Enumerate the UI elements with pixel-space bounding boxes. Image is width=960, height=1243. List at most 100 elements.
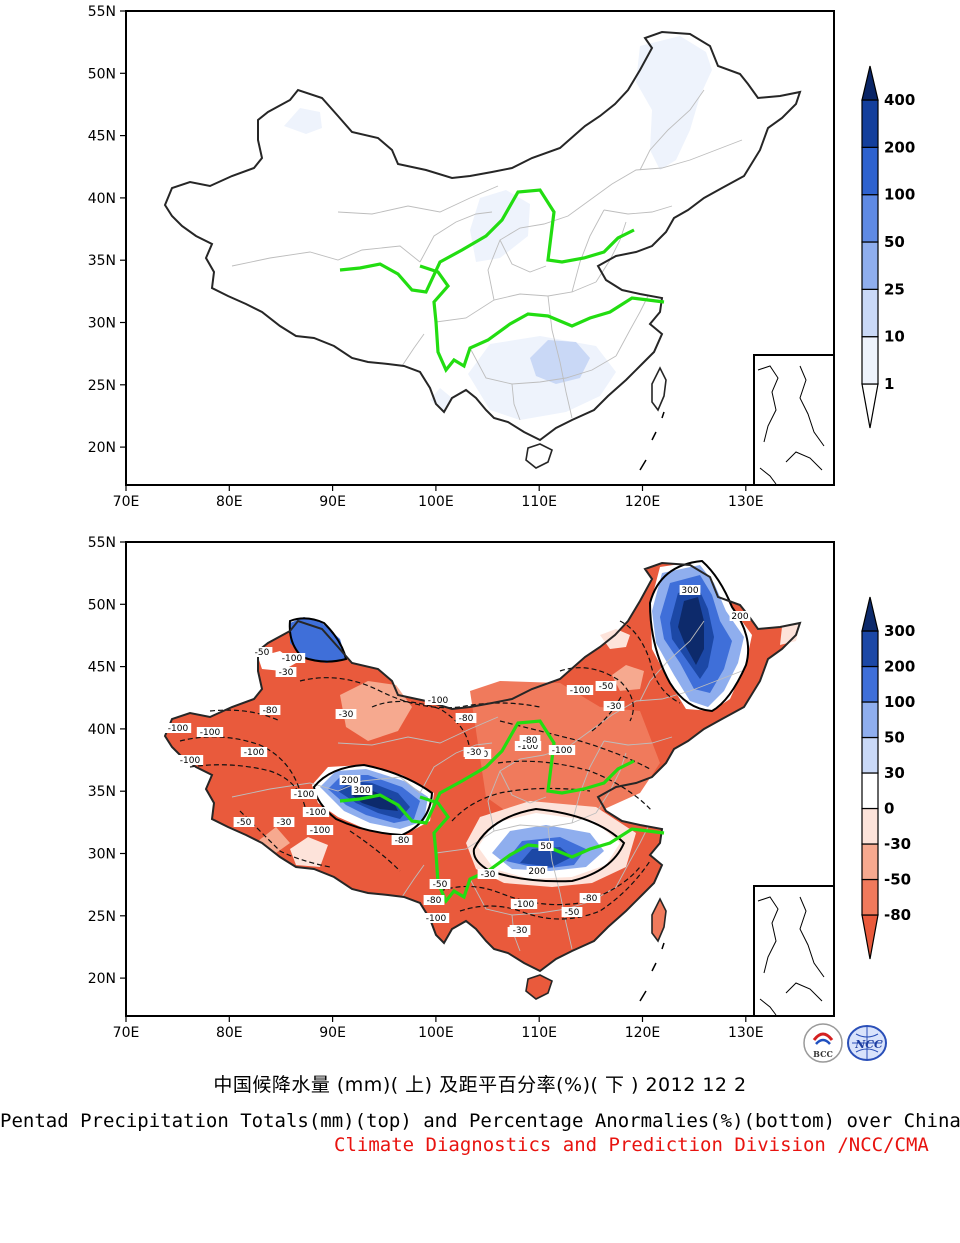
- bottom-lat-label: 45N: [88, 660, 116, 676]
- bottom-lon-label: 130E: [728, 1025, 764, 1041]
- svg-text:-100: -100: [552, 746, 573, 756]
- bcc-logo: BCC: [803, 1023, 843, 1063]
- svg-text:-80: -80: [523, 736, 538, 746]
- bottom-colorbar-box: [861, 878, 879, 916]
- svg-text:-30: -30: [279, 668, 294, 678]
- contour-label: -100: [176, 755, 204, 766]
- svg-text:-30: -30: [467, 748, 482, 758]
- svg-text:-30: -30: [277, 818, 292, 828]
- top-map-land: [164, 31, 835, 486]
- contour-label: 200: [729, 611, 751, 622]
- bottom-map: -100 -100-100-100-100-50 -30-80-100-50-30-…: [88, 535, 916, 1041]
- top-lat-label: 40N: [88, 191, 116, 207]
- bottom-colorbar-box: [861, 843, 879, 881]
- top-lat-label: 45N: [88, 129, 116, 145]
- svg-text:-100: -100: [426, 914, 447, 924]
- svg-text:-30: -30: [513, 926, 528, 936]
- contour-label: -100: [510, 899, 538, 910]
- contour-label: 300: [679, 585, 701, 596]
- svg-text:-100: -100: [306, 808, 327, 818]
- bottom-lon-label: 120E: [625, 1025, 661, 1041]
- top-colorbar-box: [861, 194, 879, 243]
- bottom-colorbar-high-triangle: [861, 596, 879, 632]
- bottom-lon-axis: 70E 80E 90E 100E 110E 120E 130E: [113, 1016, 764, 1041]
- bottom-colorbar-box: [861, 736, 879, 774]
- bottom-map-land: -100 -100-100-100-100-50 -30-80-100-50-30-…: [164, 559, 835, 1017]
- contour-label: -100: [306, 825, 334, 836]
- top-lon-label: 90E: [319, 494, 346, 510]
- contour-label: -100: [196, 727, 224, 738]
- svg-text:-100: -100: [200, 728, 221, 738]
- svg-text:-50: -50: [565, 908, 580, 918]
- svg-text:50: 50: [540, 842, 552, 852]
- svg-text:-100: -100: [428, 696, 449, 706]
- contour-label: -80: [519, 735, 541, 746]
- top-map-frame: [125, 10, 835, 486]
- contour-label: -100: [302, 807, 330, 818]
- top-lon-label: 130E: [728, 494, 764, 510]
- caption-chinese: 中国候降水量 (mm)( 上) 及距平百分率(%)( 下 ) 2012 12 2: [213, 1074, 747, 1096]
- contour-label: -80: [391, 835, 413, 846]
- svg-text:-50: -50: [255, 648, 270, 658]
- top-lon-label: 120E: [625, 494, 661, 510]
- top-lon-label: 70E: [113, 494, 140, 510]
- bottom-colorbar-box: [861, 665, 879, 703]
- top-lon-label: 100E: [418, 494, 454, 510]
- svg-text:-100: -100: [518, 742, 539, 752]
- top-lon-label: 110E: [521, 494, 557, 510]
- top-colorbar-box: [861, 99, 879, 148]
- top-precip-shading-northeast: [636, 36, 712, 170]
- bottom-colorbar-low-triangle: [861, 914, 879, 960]
- svg-text:-80: -80: [583, 894, 598, 904]
- contour-label: -30: [509, 925, 531, 936]
- contour-label: -100: [548, 745, 576, 756]
- bottom-map-frame: [125, 541, 835, 1017]
- top-colorbar-box: [861, 146, 879, 196]
- svg-text:-100: -100: [244, 748, 265, 758]
- top-colorbar-high-triangle: [861, 65, 879, 101]
- bottom-south-china-sea-inset: [753, 885, 835, 1017]
- bottom-colorbar-label: 300: [884, 622, 915, 640]
- top-colorbar-box: [861, 241, 879, 290]
- top-lat-label: 30N: [88, 316, 116, 332]
- top-lat-axis: 55N 50N 45N 40N 35N 30N 25N 20N: [88, 4, 126, 456]
- top-colorbar-low-triangle: [861, 383, 879, 429]
- top-colorbar-label: 1: [884, 375, 894, 393]
- bottom-lon-label: 70E: [113, 1025, 140, 1041]
- caption-english: Pentad Precipitation Totals(mm)(top) and…: [0, 1110, 960, 1132]
- contour-label: -30: [335, 709, 357, 720]
- anomaly-contours: [179, 620, 681, 920]
- top-colorbar-label: 100: [884, 186, 915, 204]
- svg-text:-100: -100: [514, 900, 535, 910]
- svg-text:-100: -100: [294, 790, 315, 800]
- svg-text:200: 200: [341, 776, 358, 786]
- contour-label: -80: [423, 895, 445, 906]
- top-lat-label: 25N: [88, 378, 116, 394]
- svg-text:-50: -50: [237, 818, 252, 828]
- top-precip-shading-northwest: [284, 108, 322, 134]
- contour-label: -100: [514, 741, 542, 752]
- contour-label: -30: [603, 701, 625, 712]
- bottom-colorbar-box: [861, 701, 879, 739]
- bottom-colorbar-label: -50: [884, 871, 911, 889]
- top-colorbar-label: 50: [884, 233, 905, 251]
- svg-text:-30: -30: [339, 710, 354, 720]
- top-precip-shading-central: [470, 190, 530, 262]
- svg-text:-80: -80: [427, 896, 442, 906]
- caption-credit: Climate Diagnostics and Prediction Divis…: [334, 1134, 929, 1156]
- contour-label: -50: [233, 817, 255, 828]
- svg-text:-50: -50: [433, 880, 448, 890]
- svg-text:-80: -80: [263, 706, 278, 716]
- anomaly-shading-positive-north-xinjiang: [290, 617, 346, 663]
- top-lat-label: 35N: [88, 253, 116, 269]
- svg-text:-100: -100: [570, 686, 591, 696]
- contour-label: -30: [275, 667, 297, 678]
- bottom-lat-label: 30N: [88, 847, 116, 863]
- ncc-logo-text: NCC: [854, 1038, 883, 1051]
- top-colorbar-label: 200: [884, 138, 915, 156]
- contour-label: -100: [240, 747, 268, 758]
- contour-label: -100: [290, 789, 318, 800]
- bottom-colorbar-box: [861, 807, 879, 845]
- contour-label: -30: [463, 747, 485, 758]
